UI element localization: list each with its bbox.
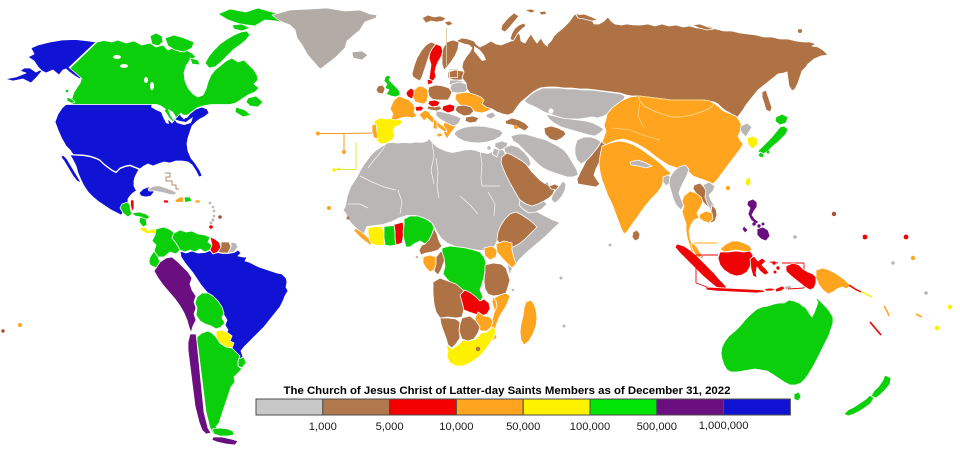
svg-text:100,000: 100,000 <box>570 421 610 433</box>
svg-text:1,000: 1,000 <box>309 421 337 433</box>
svg-text:500,000: 500,000 <box>637 421 677 433</box>
svg-text:10,000: 10,000 <box>439 421 473 433</box>
svg-text:The Church of Jesus Christ of: The Church of Jesus Christ of Latter-day… <box>284 385 731 397</box>
svg-text:5,000: 5,000 <box>376 421 404 433</box>
svg-text:1,000,000: 1,000,000 <box>699 420 749 432</box>
svg-text:50,000: 50,000 <box>506 421 540 433</box>
